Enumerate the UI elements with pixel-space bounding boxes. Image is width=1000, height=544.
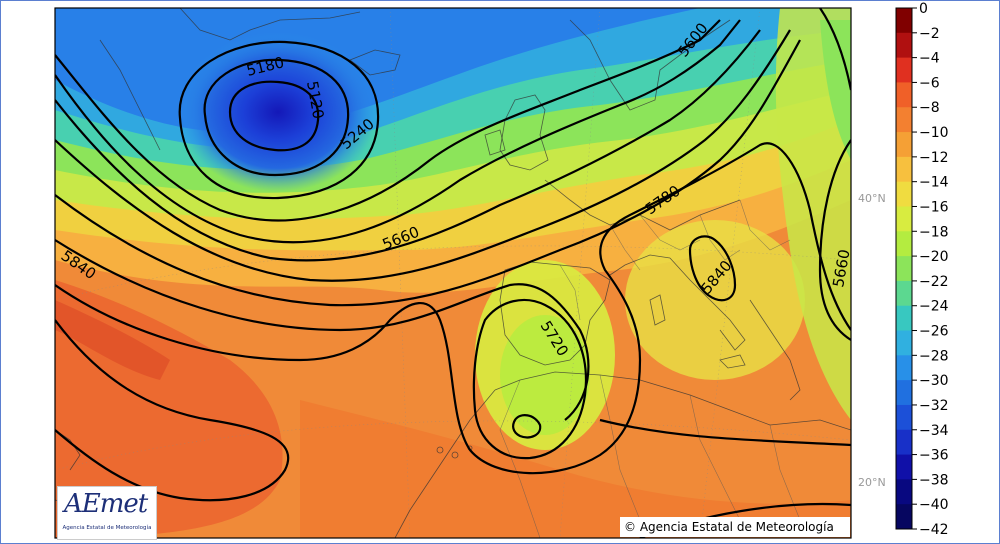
colorbar-cell <box>896 454 912 480</box>
colorbar-tick-label: −4 <box>919 51 940 67</box>
colorbar-cell <box>896 355 912 381</box>
colorbar-tick-label: −30 <box>919 373 949 389</box>
colorbar-tick-label: −38 <box>919 472 949 488</box>
colorbar-cell <box>896 404 912 431</box>
graticule <box>55 8 851 538</box>
colorbar-tick-label: −8 <box>919 100 940 116</box>
colorbar: 0 −2 −4 −6 −8 −10 −12 −14 −16 −18 −20 −22 −24 −26 −28 −… <box>895 1 949 538</box>
logo-subtitle: Agencia Estatal de Meteorología <box>62 525 152 531</box>
colorbar-tick-label: −34 <box>919 423 949 439</box>
logo-text: AEmet <box>64 489 148 519</box>
coastlines <box>55 8 851 538</box>
colorbar-cell <box>896 57 912 83</box>
colorbar-cell <box>896 504 912 530</box>
colorbar-cell <box>896 132 912 158</box>
colorbar-tick-label: −40 <box>919 497 949 513</box>
latitude-label-20n: 20°N <box>858 476 886 489</box>
colorbar-tick-label: −26 <box>919 324 949 340</box>
colorbar-tick-label: −14 <box>919 175 949 191</box>
colorbar-tick-label: −16 <box>919 199 949 215</box>
colorbar-tick-label: −12 <box>919 150 949 166</box>
colorbar-cell <box>896 32 912 59</box>
colorbar-tick-label: −32 <box>919 398 949 414</box>
aemet-logo: AEmet Agencia Estatal de Meteorología <box>57 486 157 540</box>
colorbar-cell <box>896 479 912 505</box>
colorbar-tick-label: −28 <box>919 348 949 364</box>
colorbar-cell <box>896 107 912 133</box>
colorbar-cell <box>896 305 912 332</box>
colorbar-tick-label: −10 <box>919 125 949 141</box>
colorbar-cell <box>896 280 912 307</box>
colorbar-tick-label: −24 <box>919 299 949 315</box>
colorbar-tick-label: −42 <box>919 522 949 538</box>
colorbar-cell <box>896 380 912 406</box>
colorbar-cell <box>896 256 912 282</box>
colorbar-cell <box>896 206 912 232</box>
colorbar-tick-label: −2 <box>919 26 940 42</box>
latitude-label-40n: 40°N <box>858 192 886 205</box>
colorbar-cell <box>896 231 912 257</box>
colorbar-cell <box>896 8 912 34</box>
map-border <box>54 7 852 539</box>
colorbar-cell <box>896 82 912 108</box>
colorbar-cell <box>896 330 912 356</box>
colorbar-cell <box>896 429 912 456</box>
colorbar-tick-label: −22 <box>919 274 949 290</box>
colorbar-tick-label: −6 <box>919 75 940 91</box>
copyright-notice: © Agencia Estatal de Meteorología <box>620 517 850 537</box>
colorbar-cell <box>896 156 912 183</box>
colorbar-tick-label: −20 <box>919 249 949 265</box>
colorbar-tick-label: 0 <box>919 1 928 17</box>
colorbar-cell <box>896 181 912 207</box>
colorbar-tick-label: −36 <box>919 448 949 464</box>
colorbar-tick-label: −18 <box>919 224 949 240</box>
